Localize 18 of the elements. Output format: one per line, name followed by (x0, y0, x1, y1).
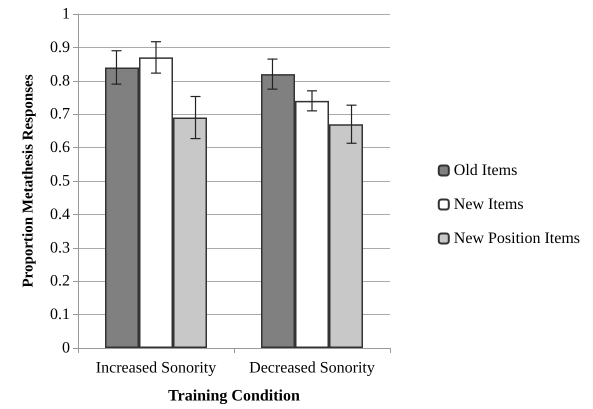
y-tick-label: 0.6 (50, 139, 70, 156)
x-tick-label: Increased Sonority (96, 360, 216, 376)
y-tick-label: 0.9 (50, 38, 70, 56)
legend-label: Old Items (454, 162, 518, 179)
legend-label: New Position Items (454, 230, 580, 247)
legend-label: New Items (454, 196, 524, 213)
y-axis-title: Proportion Metathesis Responses (20, 74, 36, 288)
x-axis-title: Training Condition (168, 388, 300, 404)
y-tick-label: 0 (62, 340, 70, 356)
y-tick-label: 1 (62, 6, 70, 22)
x-tick-label: Decreased Sonority (249, 360, 375, 376)
y-tick-label: 0.2 (50, 272, 70, 290)
y-tick-label: 0.7 (50, 106, 70, 123)
y-tick-label: 0.5 (50, 172, 70, 190)
y-tick-label: 0.4 (50, 206, 70, 223)
y-tick-label: 0.8 (50, 72, 70, 90)
y-tick-label: 0.3 (50, 239, 70, 256)
y-tick-label: 0.1 (50, 306, 70, 324)
